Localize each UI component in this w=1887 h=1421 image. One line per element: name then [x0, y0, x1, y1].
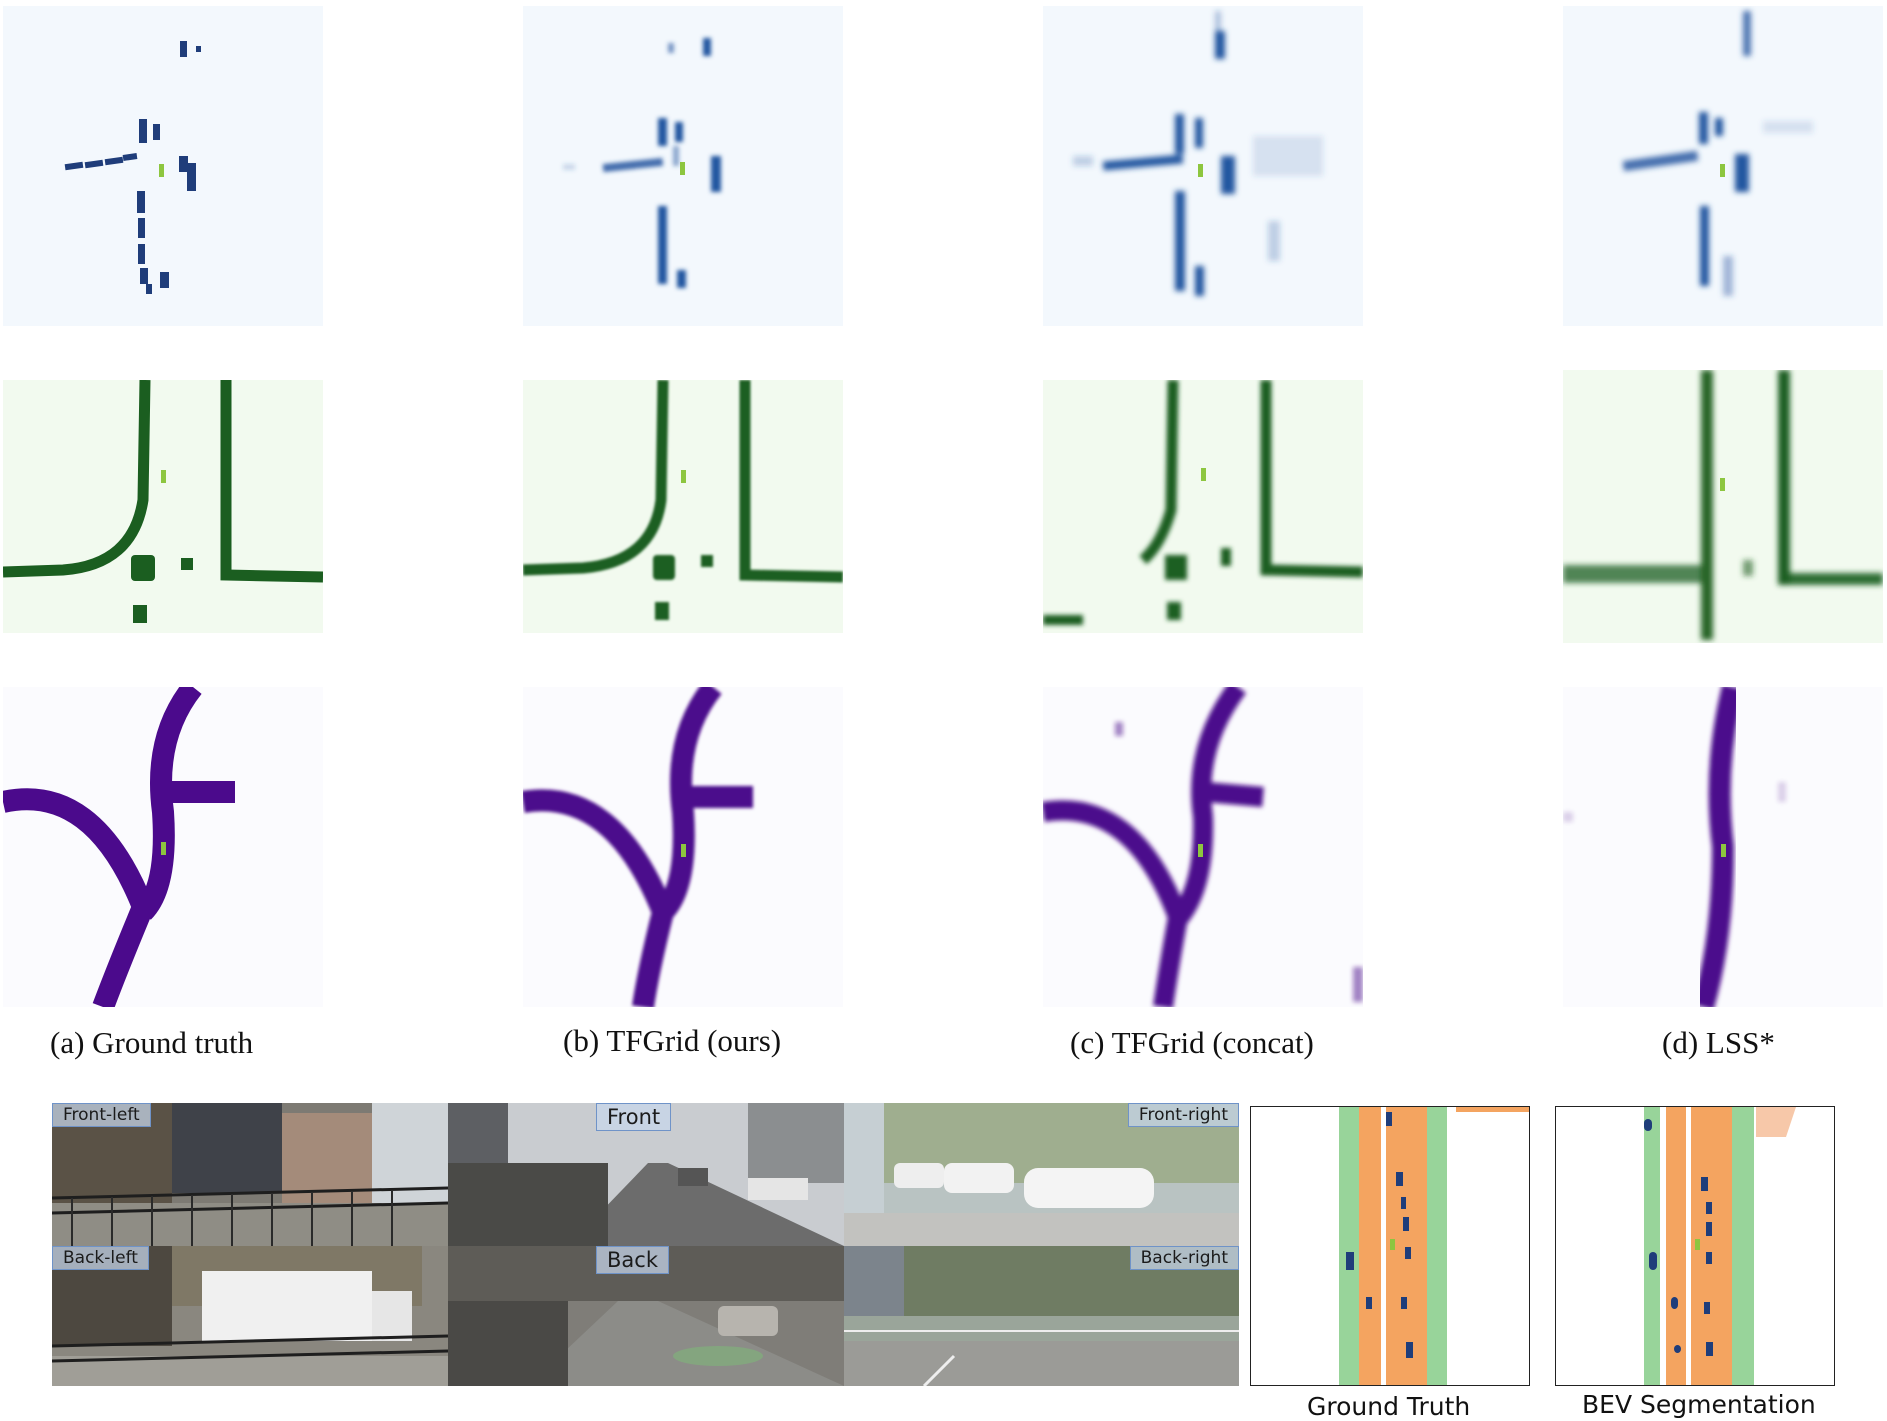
panel-lane-tfgrid-ours	[523, 687, 843, 1007]
camera-front-left-image: Front-left	[52, 1103, 448, 1246]
camera-label-front-right: Front-right	[1127, 1103, 1239, 1127]
camera-front-right-image: Front-right	[844, 1103, 1239, 1246]
panel-vehicle-tfgrid-ours	[523, 6, 843, 326]
caption-ground-truth: (a) Ground truth	[50, 1025, 254, 1060]
bev-ground-truth-map	[1250, 1106, 1530, 1386]
bev-segmentation-map	[1555, 1106, 1835, 1386]
panel-vehicle-lss	[1563, 6, 1883, 326]
panel-drivable-tfgrid-concat	[1043, 380, 1363, 633]
caption-tfgrid-ours: (b) TFGrid (ours)	[563, 1023, 782, 1058]
panel-drivable-tfgrid-ours	[523, 380, 843, 633]
caption-lss: (d) LSS*	[1662, 1025, 1775, 1060]
camera-label-back-right: Back-right	[1129, 1246, 1239, 1270]
bev-segmentation-caption: BEV Segmentation	[1582, 1390, 1816, 1419]
panel-vehicle-tfgrid-concat	[1043, 6, 1363, 326]
panel-lane-tfgrid-concat	[1043, 687, 1363, 1007]
camera-back-right-image: Back-right	[844, 1246, 1239, 1386]
camera-label-back: Back	[596, 1246, 669, 1274]
camera-label-front: Front	[596, 1103, 672, 1131]
camera-label-back-left: Back-left	[52, 1246, 149, 1270]
panel-drivable-lss	[1563, 370, 1883, 643]
camera-front-image: Front	[448, 1103, 844, 1246]
panel-drivable-ground-truth	[3, 380, 323, 633]
caption-tfgrid-concat: (c) TFGrid (concat)	[1070, 1025, 1314, 1060]
panel-lane-ground-truth	[3, 687, 323, 1007]
bev-ground-truth-caption: Ground Truth	[1307, 1392, 1471, 1421]
camera-back-image: Back	[448, 1246, 844, 1386]
panel-lane-lss	[1563, 687, 1883, 1007]
camera-label-front-left: Front-left	[52, 1103, 151, 1127]
panel-vehicle-ground-truth	[3, 6, 323, 326]
camera-back-left-image: Back-left	[52, 1246, 448, 1386]
